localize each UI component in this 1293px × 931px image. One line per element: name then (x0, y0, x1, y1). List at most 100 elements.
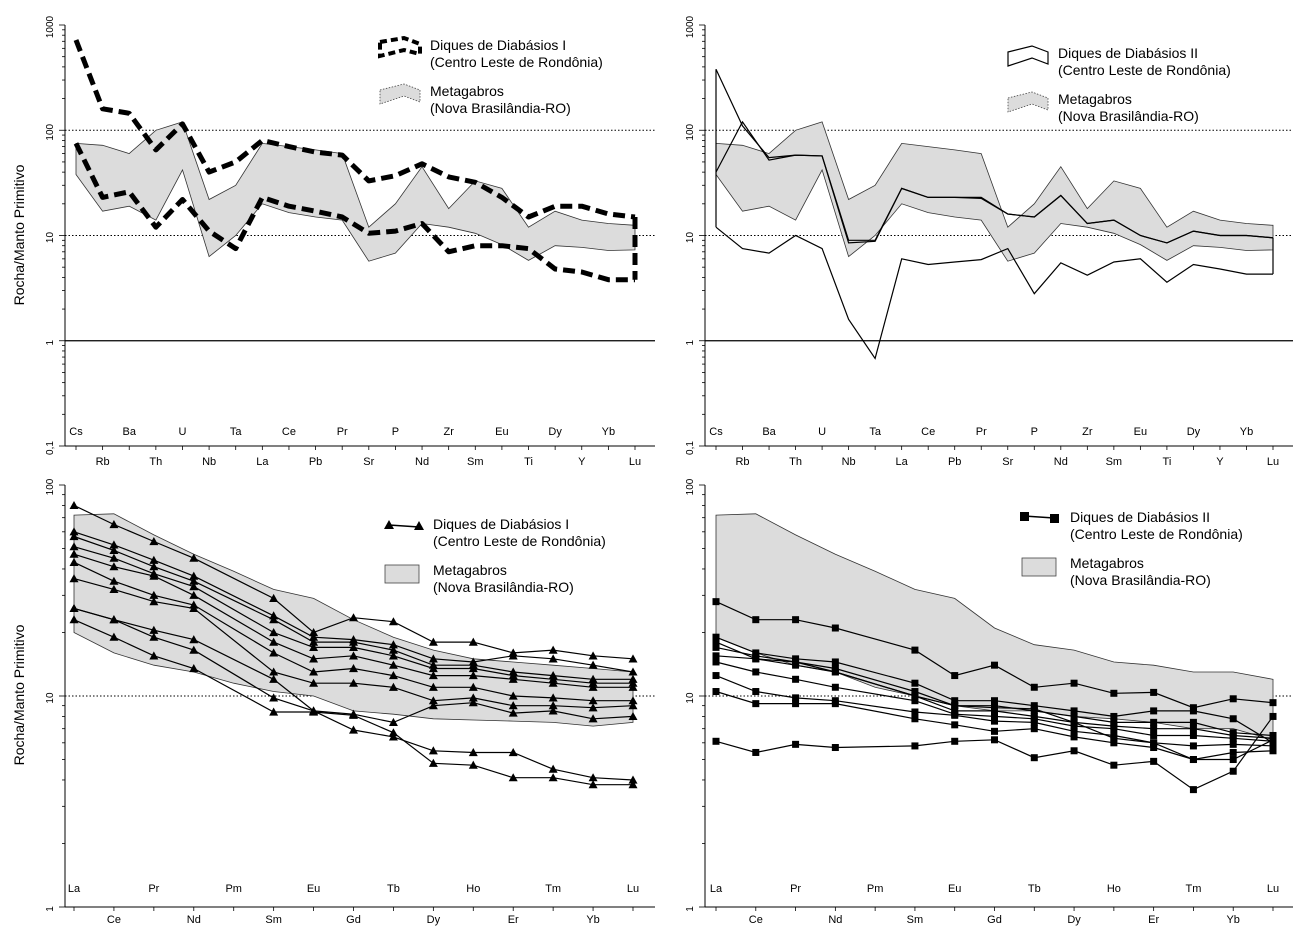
x-tick-label: Cs (709, 426, 723, 438)
series-line (73, 531, 634, 673)
y-tick-label: 1 (685, 340, 696, 346)
series-line (715, 601, 1274, 709)
x-tick-label: Th (789, 456, 802, 468)
data-point (349, 725, 358, 734)
x-tick-label: Sm (467, 456, 484, 468)
x-tick-label: Dy (427, 914, 441, 926)
data-point (189, 553, 199, 562)
data-point (752, 748, 760, 756)
x-tick-label: Eu (1134, 426, 1147, 438)
data-point (269, 648, 279, 657)
data-point (388, 671, 398, 680)
data-point (269, 637, 279, 646)
series (69, 574, 638, 712)
data-point (548, 645, 558, 654)
x-tick-label: La (710, 883, 723, 895)
x-tick-label: Ba (123, 426, 137, 438)
legend-label: Metagabros (433, 562, 507, 578)
data-point (628, 711, 638, 721)
data-point (831, 744, 839, 752)
y-tick-label: 10 (45, 692, 56, 704)
data-point (911, 688, 919, 696)
legend-sublabel: (Nova Brasilândia-RO) (433, 579, 574, 595)
x-tick-label: Tb (387, 883, 400, 895)
data-point (468, 671, 478, 680)
y-tick-label: 0,1 (45, 441, 56, 455)
x-tick-label: Pb (309, 456, 322, 468)
x-tick-label: Tm (1185, 883, 1201, 895)
data-point (1150, 757, 1158, 765)
y-tick-label: 100 (45, 123, 56, 140)
data-point (189, 663, 199, 673)
x-tick-label: Yb (1240, 426, 1253, 438)
panel-top-left: 0,1 1 10 100 1000 Rocha/Manto Primitivo Cs Rb Ba… (11, 15, 655, 468)
data-point (1030, 718, 1038, 726)
data-point (428, 637, 438, 646)
data-point (109, 545, 119, 554)
data-point (309, 707, 319, 716)
legend: Diques de Diabásios I(Centro Leste de Ro… (384, 516, 606, 595)
data-point (109, 576, 119, 585)
data-point (588, 682, 598, 691)
data-point (911, 679, 919, 687)
data-point (548, 678, 558, 687)
series-line (73, 578, 634, 709)
data-point (109, 562, 119, 571)
data-point (349, 678, 358, 687)
data-point (468, 663, 478, 673)
data-point (309, 637, 319, 646)
data-point (1229, 748, 1237, 756)
x-tick-label: Ce (921, 426, 935, 438)
x-tick-label: Y (1216, 456, 1224, 468)
data-point (149, 562, 159, 571)
data-point (269, 627, 279, 637)
data-point (269, 693, 279, 702)
data-point (1070, 727, 1078, 735)
data-point (109, 615, 119, 624)
data-point (269, 674, 279, 683)
data-point (269, 667, 279, 676)
data-point (1030, 725, 1038, 733)
data-point (911, 715, 919, 723)
data-point (428, 682, 438, 691)
data-point (388, 717, 398, 726)
data-point (309, 678, 319, 687)
data-point (388, 645, 398, 654)
data-point (752, 688, 760, 696)
data-point (1070, 707, 1078, 715)
x-tick-label: Tm (545, 883, 561, 895)
data-point (508, 674, 518, 683)
series-line (73, 535, 633, 680)
data-point (109, 632, 119, 641)
x-tick-label: Nd (187, 914, 201, 926)
data-point (831, 624, 839, 632)
data-point (149, 590, 159, 599)
data-point (628, 775, 638, 784)
data-point (508, 773, 518, 782)
data-point (1110, 725, 1118, 733)
y-axis-title: Rocha/Manto Primitivo (11, 164, 27, 305)
series-line (73, 607, 634, 781)
data-point (1229, 734, 1237, 742)
x-tick-label: Rb (735, 456, 749, 468)
data-point (388, 617, 398, 626)
data-point (508, 701, 518, 710)
data-point (628, 696, 638, 705)
x-tick-label: Y (578, 456, 586, 468)
x-tick-label: Ti (1163, 456, 1172, 468)
x-tick-label: Pb (948, 456, 961, 468)
data-point (309, 632, 319, 641)
data-point (109, 519, 119, 529)
data-point (548, 701, 558, 710)
legend-label: Diques de Diabásios II (1070, 509, 1210, 525)
data-point (309, 642, 319, 651)
data-point (428, 696, 438, 705)
legend-sublabel: (Nova Brasilândia-RO) (1070, 572, 1211, 588)
data-point (69, 603, 79, 613)
x-tick-label: U (178, 426, 186, 438)
data-point (588, 773, 598, 782)
data-point (349, 710, 358, 719)
data-point (428, 758, 438, 767)
series (69, 557, 638, 705)
data-point (1110, 761, 1118, 769)
